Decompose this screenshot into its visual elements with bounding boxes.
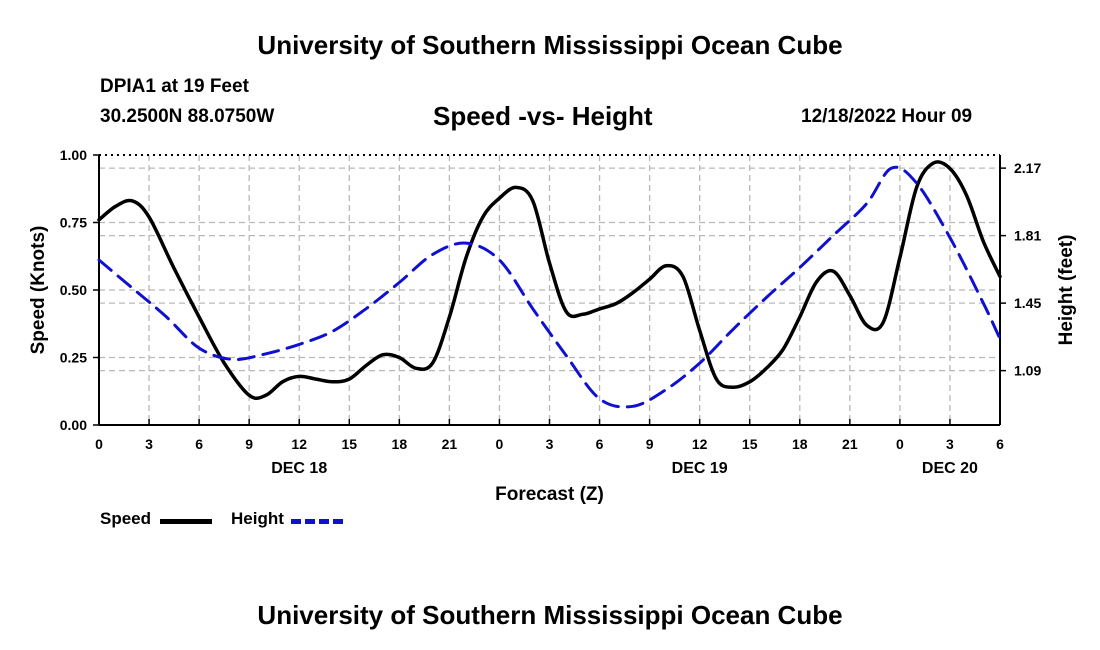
grid-lines [99,155,1000,425]
x-tick-label-3: 9 [245,436,253,452]
chart-title: University of Southern Mississippi Ocean… [257,30,843,60]
series-line-height [97,165,1002,409]
y-tick-label-2: 0.50 [60,282,87,298]
y2-tick-label-0: 1.09 [1014,363,1041,379]
legend-height-label: Height [231,509,284,528]
x-tick-label-12: 12 [692,436,708,452]
x-tick-label-13: 15 [742,436,758,452]
y-tick-label-1: 0.25 [60,350,87,366]
coordinates-label: 30.2500N 88.0750W [100,106,275,127]
y-tick-label-0: 0.00 [60,417,87,433]
x-tick-label-18: 6 [996,436,1004,452]
y-axis-title: Speed (Knots) [28,226,49,355]
chart-subtitle: Speed -vs- Height [433,101,653,131]
x-tick-label-7: 21 [442,436,458,452]
day-label-1: DEC 19 [672,460,728,477]
y2-tick-label-2: 1.81 [1014,228,1041,244]
x-tick-label-17: 3 [946,436,954,452]
y2-tick-label-1: 1.45 [1014,295,1041,311]
x-tick-label-10: 6 [596,436,604,452]
x-tick-label-2: 6 [195,436,203,452]
x-tick-label-0: 0 [95,436,103,452]
legend-speed-label: Speed [100,509,152,528]
x-tick-label-9: 3 [546,436,554,452]
y2-axis-title: Height (feet) [1056,235,1077,346]
date-label: 12/18/2022 Hour 09 [801,106,973,127]
legend-height-swatch [291,519,343,524]
y-tick-label-4: 1.00 [60,147,87,163]
x-axis-title: Forecast (Z) [495,484,604,505]
x-tick-label-4: 12 [291,436,307,452]
x-tick-label-5: 15 [341,436,357,452]
x-tick-label-8: 0 [496,436,504,452]
x-tick-label-14: 18 [792,436,808,452]
footer-title: University of Southern Mississippi Ocean… [257,600,843,630]
legend-speed-swatch [160,519,212,524]
y-tick-label-3: 0.75 [60,215,87,231]
axis-labels: 0 3 6 9 12 15 18 21 0 3 6 9 12 15 18 21 0 3 6 DEC 18 DEC 19 D… [28,147,1077,505]
day-label-2: DEC 20 [922,460,978,477]
y2-tick-label-3: 2.17 [1014,160,1041,176]
x-tick-label-11: 9 [646,436,654,452]
x-tick-label-6: 18 [392,436,408,452]
x-tick-label-16: 0 [896,436,904,452]
station-label: DPIA1 at 19 Feet [100,76,249,97]
series-line-speed [97,160,1002,401]
x-tick-label-15: 21 [842,436,858,452]
day-label-0: DEC 18 [271,460,327,477]
axes [93,154,1006,426]
series-lines [97,160,1002,409]
x-tick-label-1: 3 [145,436,153,452]
